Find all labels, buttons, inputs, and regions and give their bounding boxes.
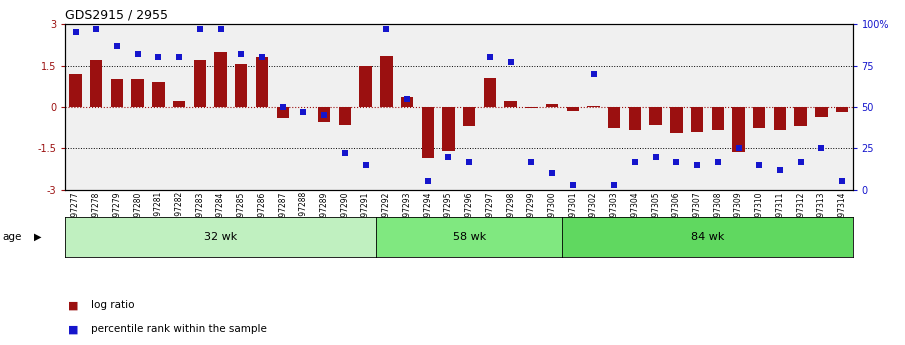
Point	[317, 112, 331, 118]
Bar	[836, 107, 848, 112]
Text: ■: ■	[68, 325, 79, 334]
Bar	[650, 107, 662, 125]
Bar	[567, 107, 579, 111]
Point	[628, 159, 643, 164]
Text: 58 wk: 58 wk	[452, 232, 486, 242]
Point	[607, 182, 622, 188]
Bar	[795, 107, 807, 126]
Text: ▶: ▶	[34, 232, 42, 242]
Bar	[152, 82, 165, 107]
Point	[400, 96, 414, 101]
Bar	[131, 79, 144, 107]
Bar	[732, 107, 745, 152]
Text: ■: ■	[68, 300, 79, 310]
Point	[524, 159, 538, 164]
Point	[462, 159, 476, 164]
Bar	[214, 52, 227, 107]
Point	[110, 43, 124, 48]
Point	[545, 170, 559, 176]
Point	[794, 159, 808, 164]
Point	[648, 154, 662, 159]
Point	[275, 104, 290, 110]
Bar	[629, 107, 641, 130]
Bar	[774, 107, 786, 130]
Bar	[711, 107, 724, 130]
Point	[731, 146, 746, 151]
Bar	[359, 66, 372, 107]
Text: percentile rank within the sample: percentile rank within the sample	[90, 325, 266, 334]
Point	[172, 55, 186, 60]
Bar	[70, 74, 81, 107]
Point	[379, 26, 394, 32]
Point	[338, 150, 352, 156]
Bar	[194, 60, 206, 107]
Point	[814, 146, 829, 151]
Point	[234, 51, 249, 57]
Point	[358, 162, 373, 168]
Bar	[173, 101, 186, 107]
Point	[503, 59, 518, 65]
Text: GDS2915 / 2955: GDS2915 / 2955	[65, 9, 168, 22]
Bar	[463, 107, 475, 126]
Point	[68, 30, 82, 35]
Point	[296, 109, 310, 115]
Point	[255, 55, 270, 60]
Point	[421, 179, 435, 184]
Bar	[277, 107, 289, 118]
Bar	[256, 57, 268, 107]
Bar	[90, 60, 102, 107]
Point	[214, 26, 228, 32]
Text: 84 wk: 84 wk	[691, 232, 724, 242]
Point	[566, 182, 580, 188]
Point	[586, 71, 601, 77]
Point	[669, 159, 683, 164]
Point	[193, 26, 207, 32]
Bar	[443, 107, 454, 151]
Bar	[110, 79, 123, 107]
Point	[89, 26, 103, 32]
Bar	[587, 106, 600, 107]
Text: log ratio: log ratio	[90, 300, 134, 310]
Point	[442, 154, 456, 159]
Point	[151, 55, 166, 60]
Text: 32 wk: 32 wk	[204, 232, 237, 242]
Bar	[671, 107, 682, 133]
Point	[130, 51, 145, 57]
Bar	[380, 56, 393, 107]
Bar	[525, 107, 538, 108]
Point	[710, 159, 725, 164]
Point	[773, 167, 787, 172]
Bar	[546, 104, 558, 107]
Point	[690, 162, 704, 168]
Point	[752, 162, 767, 168]
Bar	[422, 107, 434, 158]
Text: age: age	[3, 232, 22, 242]
Bar	[338, 107, 351, 125]
Bar	[401, 97, 414, 107]
Bar	[235, 64, 247, 107]
Bar	[504, 101, 517, 107]
Bar	[753, 107, 766, 128]
Point	[482, 55, 497, 60]
Bar	[608, 107, 621, 128]
Point	[835, 179, 850, 184]
Bar	[318, 107, 330, 122]
Bar	[691, 107, 703, 132]
Bar	[815, 107, 828, 117]
Bar	[483, 78, 496, 107]
